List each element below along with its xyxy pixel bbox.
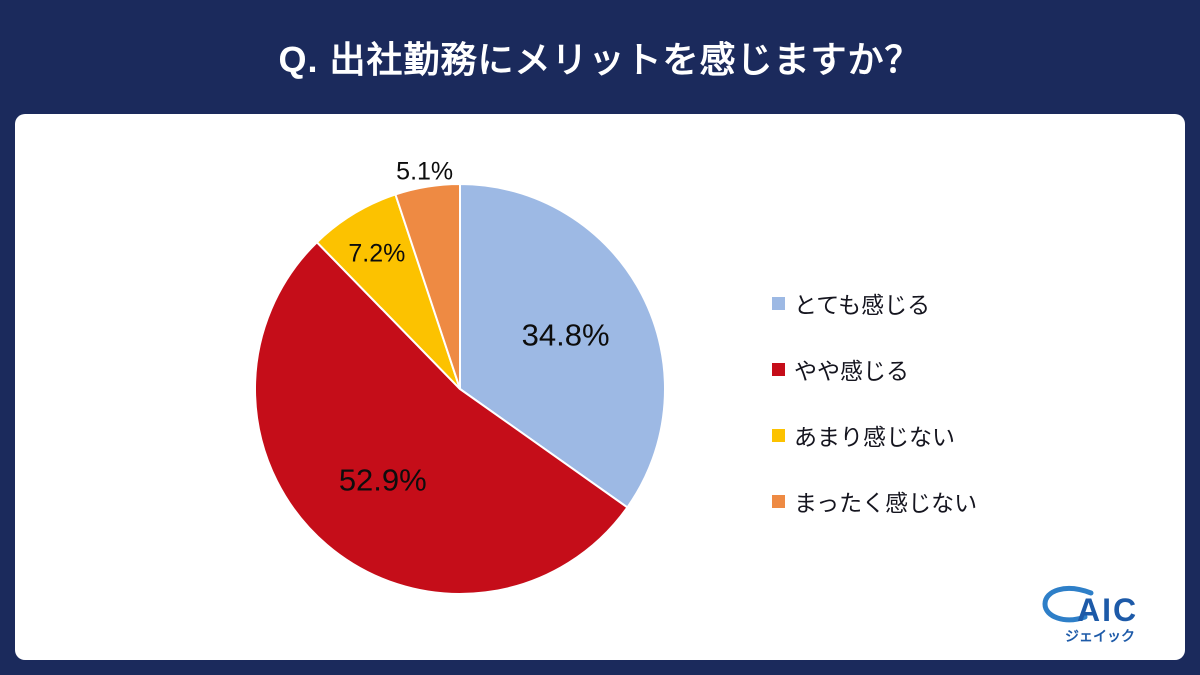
pie-slice-3 [394, 182, 461, 390]
legend-swatch-very [772, 296, 785, 310]
pie-data-label-3: 5.1% [396, 157, 453, 185]
legend-label-not-much: あまり感じない [794, 424, 955, 450]
pie-data-label-2: 7.2% [348, 239, 405, 267]
legend-item-not-at-all: まったく感じない [772, 484, 977, 518]
jaic-swoosh-icon [1042, 586, 1094, 623]
pie-slice-1 [254, 240, 629, 595]
legend-label-not-at-all: まったく感じない [794, 490, 978, 516]
legend-swatch-not-at-all [772, 494, 785, 508]
pie-chart-container: 34.8% 52.9% 7.2% 5.1% [220, 144, 700, 634]
legend-item-very: とても感じる [772, 286, 977, 320]
pie-slice-0 [459, 182, 666, 509]
jaic-logo-subtext: ジェイック [1065, 628, 1135, 644]
chart-legend: とても感じる やや感じる あまり感じない まったく感じない [772, 286, 977, 518]
jaic-logo-text: AIC [1077, 592, 1138, 628]
legend-item-not-much: あまり感じない [772, 418, 977, 452]
pie-data-label-0: 34.8% [522, 317, 610, 352]
pie-data-label-1: 52.9% [339, 462, 427, 497]
legend-item-somewhat: やや感じる [772, 352, 977, 386]
chart-card: 34.8% 52.9% 7.2% 5.1% とても感じる やや感じる あまり感じない … [15, 114, 1185, 660]
legend-label-somewhat: やや感じる [794, 358, 909, 384]
page-title: Q. 出社勤務にメリットを感じますか？ [278, 39, 922, 80]
legend-label-very: とても感じる [794, 292, 931, 318]
legend-swatch-not-much [772, 428, 785, 442]
legend-swatch-somewhat [772, 362, 785, 376]
pie-chart: 34.8% 52.9% 7.2% 5.1% [254, 157, 666, 595]
jaic-logo-mark: AIC ジェイック [1042, 586, 1138, 644]
jaic-logo: AIC ジェイック [1035, 583, 1165, 652]
